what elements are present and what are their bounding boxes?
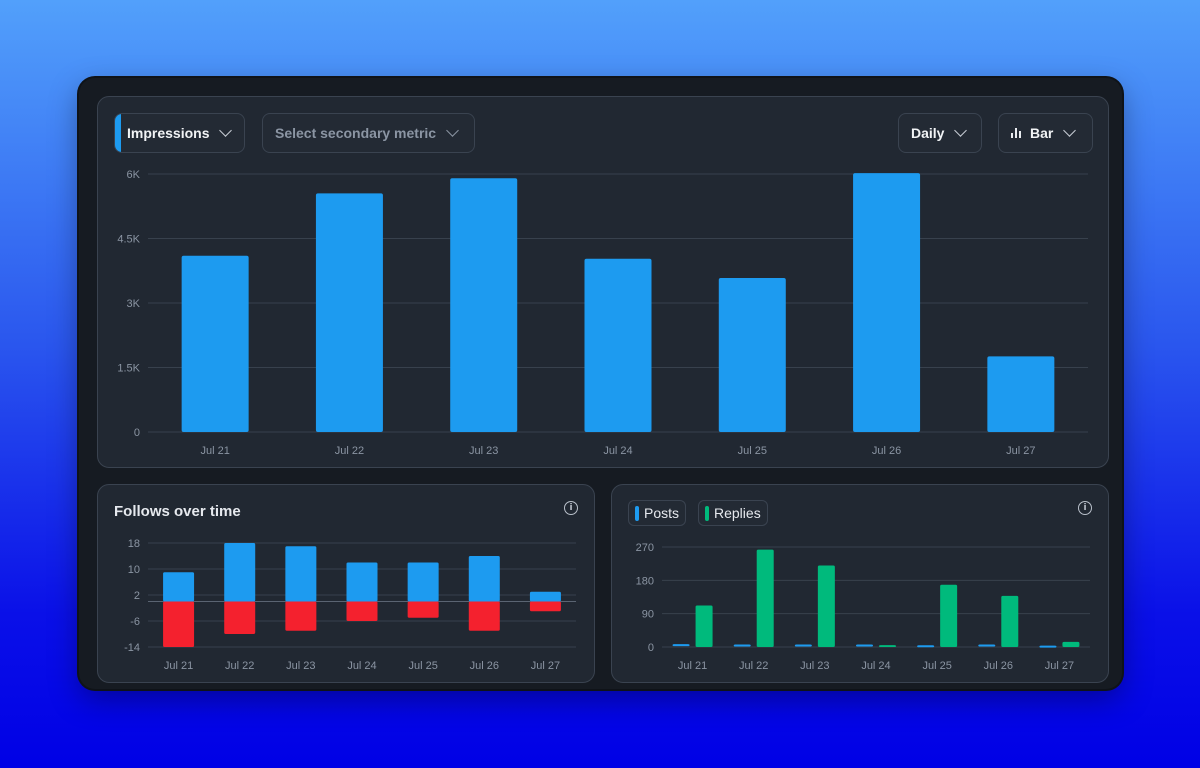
x-tick-label: Jul 23 — [469, 445, 498, 457]
interval-select[interactable]: Daily — [898, 113, 982, 153]
y-tick-label: 2 — [134, 590, 140, 602]
bar-chart-icon — [1011, 128, 1021, 138]
bar-unfollows — [407, 601, 439, 618]
chart-type-select[interactable]: Bar — [998, 113, 1093, 153]
follows-panel-title: Follows over time — [114, 503, 241, 520]
bar-replies — [940, 584, 958, 647]
bar-replies — [817, 565, 835, 647]
bar-follows — [468, 556, 500, 602]
y-tick-label: -6 — [130, 616, 140, 628]
x-tick-label: Jul 21 — [164, 660, 193, 672]
bar — [450, 178, 518, 432]
legend-posts[interactable]: Posts — [628, 500, 687, 526]
x-tick-label: Jul 27 — [1045, 660, 1074, 672]
x-tick-label: Jul 22 — [335, 445, 364, 457]
info-icon[interactable]: i — [1078, 501, 1092, 515]
follows-panel: Follows over time i -14 -6 2 10 18 Jul 21 Jul … — [97, 484, 595, 683]
secondary-metric-placeholder: Select secondary metric — [275, 125, 437, 141]
x-tick-label: Jul 22 — [225, 660, 254, 672]
bar-posts — [917, 645, 935, 648]
bar-posts — [856, 644, 873, 647]
x-tick-label: Jul 27 — [1006, 445, 1035, 457]
bar — [181, 255, 249, 432]
bar — [853, 173, 921, 432]
y-tick-label: 6K — [127, 169, 141, 181]
x-tick-label: Jul 27 — [531, 660, 560, 672]
interval-label: Daily — [911, 125, 945, 141]
legend-swatch — [635, 505, 639, 521]
x-tick-label: Jul 26 — [470, 660, 499, 672]
bar-replies — [1001, 595, 1019, 647]
legend-replies[interactable]: Replies — [698, 500, 768, 526]
bar-unfollows — [346, 601, 378, 621]
bar-posts — [978, 644, 996, 647]
bar-replies — [695, 605, 713, 647]
posts-replies-chart: 0 90 180 270 Jul 21 Jul 22 Jul 23 Jul 24 Jul 25 J… — [636, 542, 1090, 672]
legend-replies-label: Replies — [714, 505, 761, 521]
y-tick-label: 180 — [636, 575, 654, 587]
bar-replies — [1062, 641, 1080, 647]
legend-swatch — [705, 505, 709, 521]
bar-follows — [529, 591, 561, 602]
bar-posts — [733, 644, 751, 647]
bar-follows — [346, 562, 378, 602]
posts-replies-panel: Posts Replies i 0 90 180 270 Jul 21 Jul 22 Jul… — [611, 484, 1109, 683]
bar-unfollows — [224, 601, 256, 634]
bar-unfollows — [529, 601, 561, 612]
bar — [584, 258, 652, 432]
bar-unfollows — [468, 601, 500, 631]
follows-chart: -14 -6 2 10 18 Jul 21 Jul 22 Jul 23 Jul 24 Jul 25… — [124, 538, 576, 672]
bar-follows — [407, 562, 439, 602]
bar-replies — [756, 549, 774, 647]
bar-follows — [224, 543, 256, 602]
bar-posts — [1039, 645, 1057, 648]
bar-unfollows — [285, 601, 317, 631]
y-tick-label: 0 — [134, 427, 140, 439]
secondary-metric-select[interactable]: Select secondary metric — [262, 113, 475, 153]
x-tick-label: Jul 24 — [861, 660, 890, 672]
impressions-panel: Impressions Select secondary metric Dail… — [97, 96, 1109, 468]
bar-follows — [163, 572, 195, 602]
x-tick-label: Jul 24 — [347, 660, 376, 672]
y-tick-label: 4.5K — [117, 234, 140, 246]
y-tick-label: 0 — [648, 642, 654, 654]
bar-posts — [672, 644, 690, 647]
y-tick-label: -14 — [124, 642, 140, 654]
y-tick-label: 1.5K — [117, 363, 140, 375]
primary-metric-select[interactable]: Impressions — [114, 113, 245, 153]
x-tick-label: Jul 25 — [738, 445, 767, 457]
x-tick-label: Jul 21 — [678, 660, 707, 672]
x-tick-label: Jul 26 — [984, 660, 1013, 672]
x-tick-label: Jul 25 — [408, 660, 437, 672]
y-tick-label: 3K — [127, 298, 141, 310]
info-icon[interactable]: i — [564, 501, 578, 515]
x-tick-label: Jul 21 — [200, 445, 229, 457]
bar — [718, 278, 786, 432]
y-tick-label: 10 — [128, 564, 140, 576]
x-tick-label: Jul 26 — [872, 445, 901, 457]
bar-posts — [794, 644, 812, 647]
dashboard-window: Impressions Select secondary metric Dail… — [79, 78, 1122, 689]
y-tick-label: 18 — [128, 538, 140, 550]
bar — [315, 193, 383, 432]
x-tick-label: Jul 23 — [800, 660, 829, 672]
y-tick-label: 90 — [642, 609, 654, 621]
x-tick-label: Jul 23 — [286, 660, 315, 672]
x-tick-label: Jul 25 — [922, 660, 951, 672]
bar-replies — [879, 645, 896, 647]
impressions-chart: 0 1.5K 3K 4.5K 6K Jul 21 Jul 22 Jul 23 Jul 24 Jul… — [117, 169, 1088, 457]
chart-type-label: Bar — [1030, 125, 1054, 141]
bar — [987, 356, 1055, 432]
x-tick-label: Jul 22 — [739, 660, 768, 672]
x-tick-label: Jul 24 — [603, 445, 632, 457]
legend-posts-label: Posts — [644, 505, 680, 521]
bar-unfollows — [163, 601, 195, 647]
y-tick-label: 270 — [636, 542, 654, 554]
bar-follows — [285, 546, 317, 602]
primary-metric-label: Impressions — [127, 125, 210, 141]
